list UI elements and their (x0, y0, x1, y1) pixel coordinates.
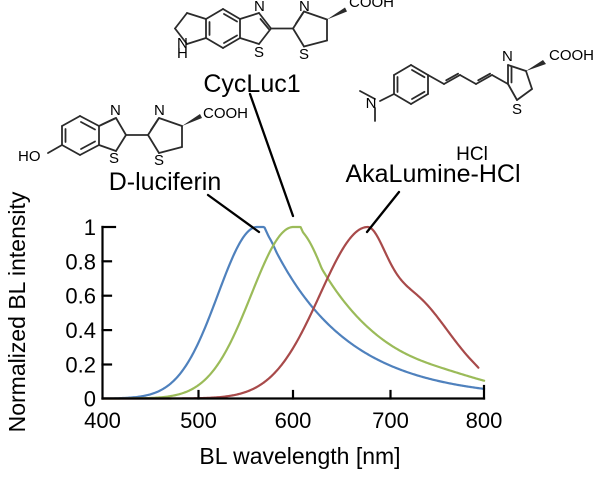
svg-text:S: S (109, 150, 119, 167)
svg-text:HO: HO (18, 148, 41, 165)
svg-text:N: N (299, 0, 310, 15)
svg-text:AkaLumine-HCl: AkaLumine-HCl (345, 160, 520, 188)
svg-text:N: N (254, 0, 265, 15)
svg-text:N: N (154, 102, 165, 119)
svg-text:Normalized BL intensity: Normalized BL intensity (4, 191, 30, 432)
svg-text:S: S (254, 44, 264, 61)
svg-text:600: 600 (275, 408, 312, 433)
svg-text:N: N (177, 35, 188, 52)
svg-text:0.8: 0.8 (65, 249, 96, 274)
svg-text:N: N (366, 95, 377, 112)
svg-text:D-luciferin: D-luciferin (109, 168, 222, 196)
svg-text:COOH: COOH (349, 0, 394, 11)
svg-text:COOH: COOH (549, 47, 594, 64)
svg-text:CycLuc1: CycLuc1 (203, 70, 300, 98)
svg-text:0.2: 0.2 (65, 353, 96, 378)
svg-text:N: N (110, 102, 121, 119)
svg-text:800: 800 (466, 408, 503, 433)
svg-text:700: 700 (372, 408, 409, 433)
svg-text:S: S (512, 101, 522, 118)
svg-text:0.4: 0.4 (65, 318, 96, 343)
svg-text:S: S (154, 152, 164, 169)
svg-text:500: 500 (180, 408, 217, 433)
svg-text:COOH: COOH (203, 105, 248, 122)
svg-text:400: 400 (84, 408, 121, 433)
svg-text:1: 1 (84, 215, 96, 240)
svg-text:S: S (299, 46, 309, 63)
svg-text:0.6: 0.6 (65, 284, 96, 309)
svg-text:N: N (502, 48, 513, 65)
svg-text:BL wavelength [nm]: BL wavelength [nm] (199, 443, 400, 469)
